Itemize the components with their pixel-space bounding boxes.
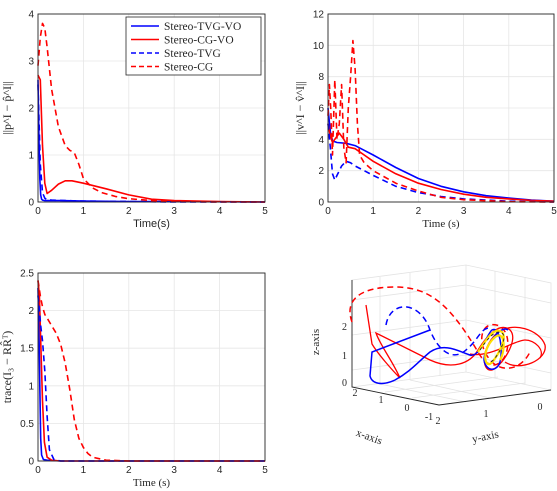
y-tick-label: 1 — [28, 381, 34, 392]
plot-frame — [37, 272, 266, 462]
x-tick-label: 3 — [461, 206, 467, 217]
trajectory-black-dashed — [479, 331, 505, 363]
x-axis-label: Time (s) — [133, 477, 171, 489]
trajectory-red-solid — [365, 304, 546, 379]
y-tick-label: 2 — [318, 166, 324, 177]
plot-3d-trajectory: 0 1 2 -1 0 1 2 2 1 0 z-axis x-axis y-axi… — [310, 264, 552, 447]
x-axis-label: Time(s) — [133, 218, 170, 230]
series-line-stereo-tvg — [37, 295, 265, 462]
y-axis-label: ||v^I − v̂^I|| — [293, 81, 307, 135]
y-tick-labels: 2 1 0 — [436, 402, 543, 427]
series-line-stereo-cg — [37, 280, 265, 462]
series-line-stereo-tvg-vo — [327, 107, 555, 202]
series-line-stereo-cg — [327, 39, 555, 203]
x-tick-label: 0 — [325, 206, 331, 217]
series-line-stereo-cg — [37, 22, 265, 203]
x-tick-label: 2 — [126, 206, 132, 217]
y-tick-label: 1 — [484, 409, 489, 420]
y-axis-label: y-axis — [471, 428, 500, 445]
x-tick-label: 1 — [81, 206, 87, 217]
y-tick-label: 1 — [28, 151, 34, 162]
plot-frame — [327, 13, 555, 203]
box-3d-axes — [351, 280, 552, 406]
legend-label: Stereo-CG-VO — [164, 35, 234, 47]
plot-rotation-error: 0 1 2 3 4 5 0 0.5 1 1.5 2 2.5 Time (s) trace(I₃ − RR̂… — [0, 269, 268, 490]
z-axis-label: z-axis — [310, 329, 322, 355]
x-tick-label: 1 — [81, 465, 87, 476]
x-tick-label: 2 — [416, 206, 422, 217]
x-tick-label: 1 — [379, 395, 384, 406]
x-axis-label: Time (s) — [422, 218, 460, 230]
x-tick-label: -1 — [425, 412, 433, 423]
x-tick-label: 5 — [262, 206, 268, 217]
plot-frame — [37, 13, 266, 203]
x-tick-label: 0 — [35, 465, 41, 476]
y-tick-label: 4 — [318, 135, 324, 146]
z-tick-label: 2 — [342, 322, 347, 333]
x-tick-label: 0 — [405, 403, 410, 414]
plot-position-error: 0 1 2 3 4 5 0 1 2 3 4 Time(s) ||p^I − p̂^I|| Stereo-T… — [0, 10, 268, 231]
y-tick-label: 0 — [28, 198, 34, 209]
y-tick-label: 3 — [28, 57, 34, 68]
y-tick-label: 8 — [318, 72, 324, 83]
y-axis-label: ||p^I − p̂^I|| — [0, 81, 14, 135]
y-axis-label: trace(I₃ − RR̂ᵀ) — [0, 331, 14, 404]
series-line-stereo-tvg — [327, 123, 555, 203]
x-tick-label: 3 — [171, 465, 177, 476]
y-tick-label: 2 — [436, 416, 441, 427]
legend-label: Stereo-TVG — [164, 48, 221, 60]
x-tick-label: 4 — [506, 206, 512, 217]
x-tick-label: 4 — [217, 206, 223, 217]
series-line-stereo-cg-vo — [327, 123, 555, 202]
legend-label: Stereo-CG — [164, 62, 213, 74]
x-tick-label: 3 — [171, 206, 177, 217]
x-tick-label: 4 — [217, 465, 223, 476]
trajectory-yellow — [477, 329, 505, 366]
y-tick-label: 0 — [318, 198, 324, 209]
x-tick-labels: -1 0 1 2 — [353, 388, 434, 423]
legend-label: Stereo-TVG-VO — [164, 21, 241, 33]
trajectory-blue-dashed — [385, 306, 489, 356]
x-tick-label: 2 — [353, 388, 358, 399]
y-tick-label: 0 — [538, 402, 543, 413]
series-line-stereo-tvg-vo — [37, 79, 266, 203]
z-tick-label: 0 — [342, 378, 347, 389]
x-tick-label: 5 — [551, 206, 557, 217]
plot-area — [38, 273, 265, 461]
x-tick-label: 5 — [262, 465, 268, 476]
x-tick-label: 2 — [126, 465, 132, 476]
x-tick-label: 1 — [370, 206, 376, 217]
y-tick-label: 2.5 — [20, 269, 34, 280]
y-tick-label: 0 — [28, 457, 34, 468]
series-line-stereo-cg-vo — [37, 74, 266, 203]
y-tick-label: 12 — [313, 10, 325, 21]
y-tick-label: 10 — [313, 41, 325, 52]
y-tick-label: 2 — [28, 306, 34, 317]
x-axis-label: x-axis — [354, 427, 383, 447]
x-tick-label: 0 — [35, 206, 41, 217]
z-tick-labels: 0 1 2 — [342, 322, 347, 389]
y-tick-label: 2 — [28, 104, 34, 115]
y-tick-label: 1.5 — [20, 344, 34, 355]
y-tick-label: 0.5 — [20, 419, 34, 430]
z-tick-label: 1 — [342, 351, 347, 362]
y-tick-label: 4 — [28, 10, 34, 21]
y-tick-label: 6 — [318, 104, 324, 115]
